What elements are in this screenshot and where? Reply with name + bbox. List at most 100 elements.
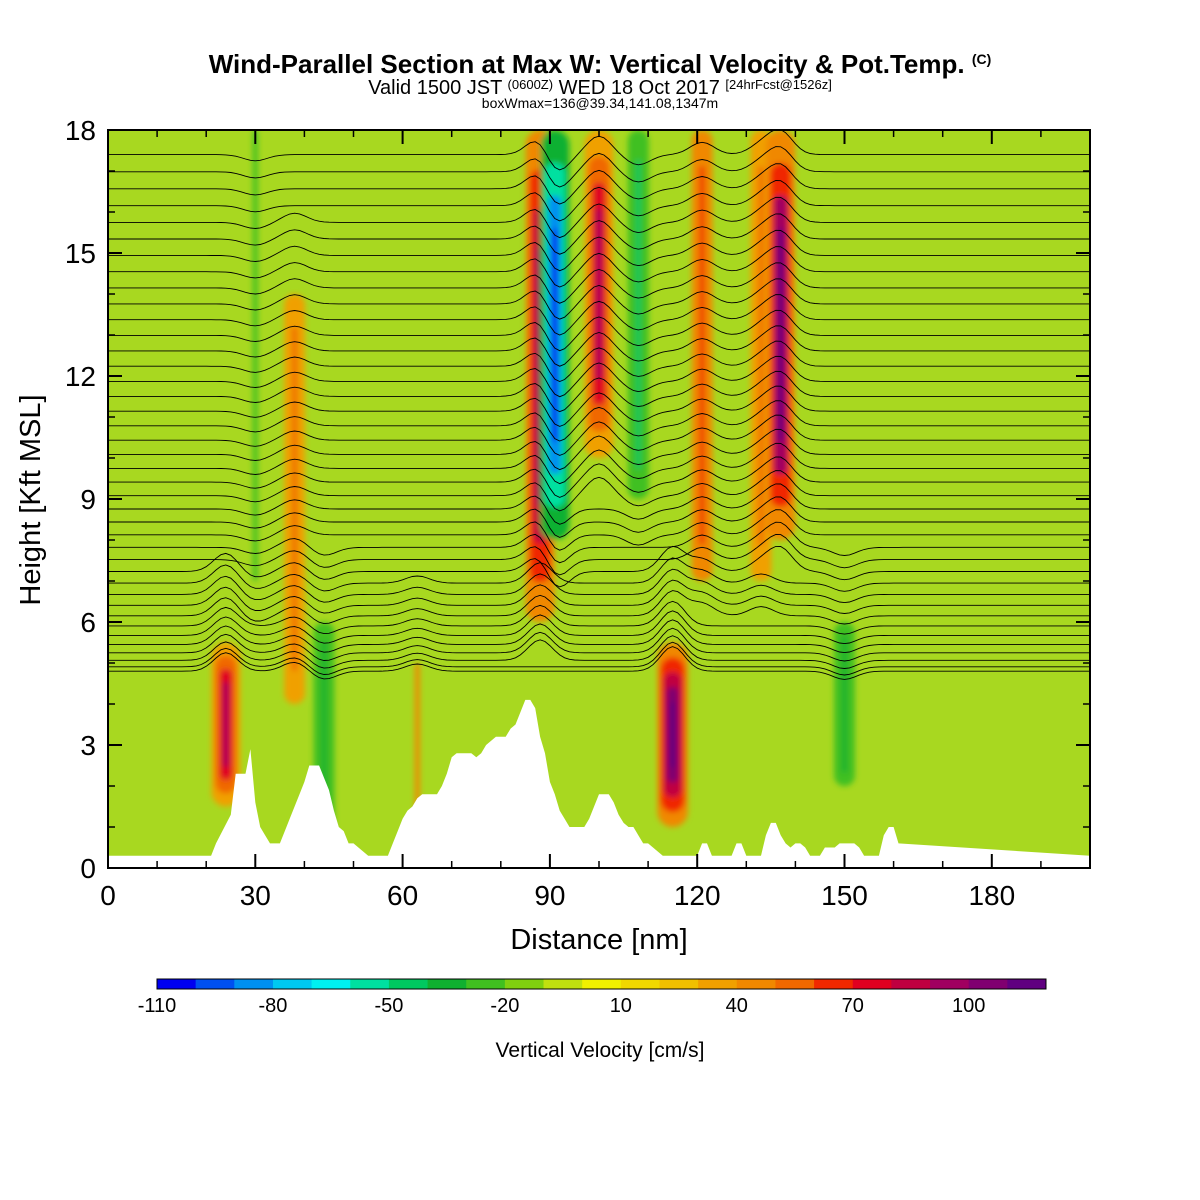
colorbar-swatch	[157, 979, 197, 989]
isentrope-line	[108, 646, 1090, 680]
isentrope-line	[108, 579, 1090, 614]
colorbar-swatch	[504, 979, 545, 989]
x-tick-label: 90	[534, 880, 565, 911]
y-tick-label: 12	[65, 361, 96, 392]
chart-subtitle: Valid 1500 JST (0600Z) WED 18 Oct 2017 […	[0, 75, 1200, 98]
velocity-core	[252, 130, 258, 581]
chart-title: Wind-Parallel Section at Max W: Vertical…	[0, 44, 1200, 79]
velocity-core	[292, 326, 297, 672]
colorbar-swatch	[775, 979, 815, 989]
isentrope-line	[108, 370, 1090, 413]
isentrope-line	[108, 635, 1090, 669]
colorbar-label: -20	[490, 995, 519, 1017]
x-tick-label: 150	[821, 880, 868, 911]
colorbar-swatch	[543, 979, 583, 989]
velocity-cell	[584, 130, 614, 458]
isentrope-line	[108, 456, 1090, 498]
velocity-core	[596, 208, 602, 380]
velocity-core	[842, 635, 847, 773]
colorbar: -110 -80 -50 -20 10 40 70 100	[138, 978, 1047, 1017]
isentrope-line	[108, 521, 1090, 564]
colorbar-swatch	[852, 979, 892, 989]
isentrope-line	[108, 557, 1090, 592]
velocity-cell	[414, 663, 420, 827]
y-tick-label: 15	[65, 238, 96, 269]
velocity-cell	[540, 130, 570, 540]
isentrope-line	[108, 545, 1090, 588]
colorbar-frame	[156, 978, 1047, 990]
colorbar-swatch	[466, 979, 506, 989]
isentrope-line	[108, 590, 1090, 625]
colorbar-label: -80	[259, 995, 288, 1017]
isentrope-line	[108, 641, 1090, 676]
terrain	[108, 699, 1090, 868]
colorbar-swatch	[968, 979, 1008, 989]
velocity-cell	[834, 622, 855, 786]
isentrope-line	[108, 163, 1090, 205]
colorbar-label: -110	[138, 995, 177, 1017]
velocity-cell	[284, 294, 305, 704]
colorbar-swatch	[388, 979, 429, 989]
valid-fcst: [24hrFcst@1526z]	[725, 77, 832, 92]
isentropes	[108, 130, 1090, 680]
colorbar-swatch	[930, 979, 970, 989]
isentrope-line	[108, 627, 1090, 662]
x-axis-label: Distance [nm]	[510, 924, 687, 956]
velocity-core	[552, 228, 558, 442]
velocity-cell	[766, 130, 796, 540]
velocity-core	[670, 701, 676, 768]
isentrope-line	[108, 496, 1090, 538]
isentrope-line	[108, 619, 1090, 654]
chart-title-text: Wind-Parallel Section at Max W: Vertical…	[208, 49, 965, 79]
colorbar-swatch	[736, 979, 776, 989]
colorbar-swatch	[427, 979, 467, 989]
colorbar-swatch	[1007, 979, 1047, 989]
isentrope-line	[108, 213, 1090, 255]
y-tick-label: 18	[65, 115, 96, 146]
velocity-cell	[691, 130, 713, 581]
x-tick-label: 60	[387, 880, 418, 911]
colorbar-label: 40	[726, 995, 748, 1017]
isentrope-line	[108, 483, 1090, 525]
valid-prefix: Valid 1500 JST	[368, 77, 502, 99]
chart-title-suffix: (C)	[971, 51, 992, 67]
velocity-field	[211, 130, 855, 848]
colorbar-swatch	[891, 979, 931, 989]
colorbar-swatch	[814, 979, 854, 989]
isentrope-line	[108, 278, 1090, 320]
isentrope-line	[108, 442, 1090, 485]
y-axis-label: Height [Kft MSL]	[15, 394, 47, 605]
plot-area	[108, 130, 1090, 868]
colorbar-label: 10	[610, 995, 632, 1017]
isentrope-line	[108, 340, 1090, 382]
y-tick-label: 3	[80, 730, 96, 761]
isentrope-line	[108, 610, 1090, 645]
velocity-cell	[211, 642, 241, 807]
isentrope-line	[108, 146, 1090, 188]
velocity-core	[414, 663, 420, 827]
velocity-cell	[750, 130, 772, 581]
colorbar-title: Vertical Velocity [cm/s]	[496, 1039, 705, 1062]
isentrope-line	[108, 400, 1090, 442]
isentrope-line	[108, 180, 1090, 222]
velocity-core	[758, 166, 764, 545]
isentrope-line	[108, 470, 1090, 512]
colorbar-swatch	[350, 979, 390, 989]
isentrope-line	[108, 246, 1090, 288]
x-tick-label: 30	[240, 880, 271, 911]
x-tick-label: 0	[100, 880, 116, 911]
isentrope-line	[108, 534, 1090, 576]
x-tick-label: 180	[968, 880, 1015, 911]
title-block: Wind-Parallel Section at Max W: Vertical…	[0, 44, 1200, 110]
velocity-core	[699, 166, 705, 545]
isentrope-line	[108, 428, 1090, 471]
valid-date: WED 18 Oct 2017	[558, 77, 720, 99]
y-tick-label: 6	[80, 607, 96, 638]
colorbar-swatch	[659, 979, 699, 989]
colorbar-swatch	[195, 979, 235, 989]
isentrope-line	[108, 294, 1090, 336]
velocity-cell	[252, 130, 258, 581]
isentrope-line	[108, 229, 1090, 272]
x-tick-label: 120	[674, 880, 721, 911]
y-tick-label: 0	[80, 853, 96, 884]
